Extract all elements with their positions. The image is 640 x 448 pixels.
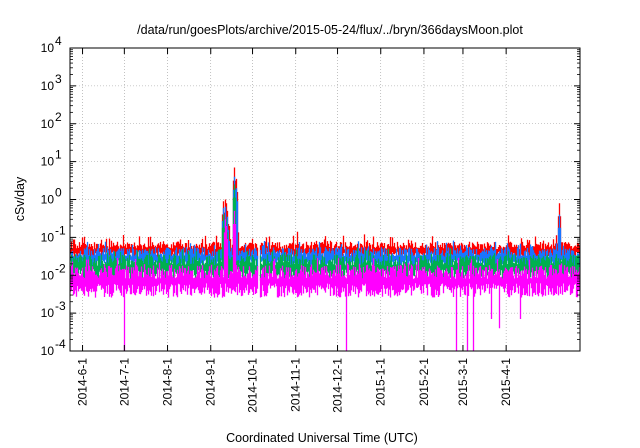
y-tick-label: 10 bbox=[41, 41, 55, 55]
x-axis-label: Coordinated Universal Time (UTC) bbox=[226, 431, 418, 445]
y-tick-exponent: 0 bbox=[55, 186, 62, 200]
y-tick-label: 10 bbox=[41, 117, 55, 131]
series-path bbox=[69, 210, 581, 351]
x-tick-label: 2014-6-1 bbox=[76, 358, 90, 406]
y-tick-label: 10 bbox=[41, 193, 55, 207]
plot-series bbox=[69, 167, 581, 351]
series-trace bbox=[69, 167, 581, 260]
y-tick-label: 10 bbox=[41, 306, 55, 320]
y-tick-exponent: -2 bbox=[55, 261, 66, 275]
series-trace bbox=[69, 210, 581, 351]
series-path bbox=[69, 167, 581, 260]
y-tick-label: 10 bbox=[41, 155, 55, 169]
x-tick-label: 2014-12-1 bbox=[331, 358, 345, 413]
y-tick-label: 10 bbox=[41, 344, 55, 358]
y-tick-label: 10 bbox=[41, 268, 55, 282]
y-tick-exponent: -4 bbox=[55, 337, 66, 351]
grid bbox=[70, 48, 580, 351]
x-tick-label: 2014-7-1 bbox=[117, 358, 131, 406]
x-tick-label: 2014-8-1 bbox=[161, 358, 175, 406]
chart-title: /data/run/goesPlots/archive/2015-05-24/f… bbox=[137, 23, 523, 37]
y-tick-label: 10 bbox=[41, 79, 55, 93]
y-tick-exponent: 2 bbox=[55, 110, 62, 124]
y-tick-exponent: -3 bbox=[55, 299, 66, 313]
y-tick-exponent: -1 bbox=[55, 223, 66, 237]
x-tick-label: 2014-9-1 bbox=[204, 358, 218, 406]
y-tick-label: 10 bbox=[41, 230, 55, 244]
y-tick-exponent: 3 bbox=[55, 72, 62, 86]
x-tick-label: 2015-1-1 bbox=[374, 358, 388, 406]
x-tick-label: 2014-11-1 bbox=[289, 358, 303, 412]
x-tick-label: 2015-3-1 bbox=[456, 358, 470, 406]
x-axis: 2014-6-1 2014-7-1 2014-8-1 2014-9-1 2014-10-… bbox=[76, 48, 513, 413]
y-axis-label: cSv/day bbox=[13, 176, 27, 221]
x-tick-label: 2015-4-1 bbox=[499, 358, 513, 406]
y-tick-exponent: 4 bbox=[55, 34, 62, 48]
x-tick-label: 2014-10-1 bbox=[246, 358, 260, 413]
x-tick-label: 2015-2-1 bbox=[417, 358, 431, 406]
y-tick-exponent: 1 bbox=[55, 148, 62, 162]
